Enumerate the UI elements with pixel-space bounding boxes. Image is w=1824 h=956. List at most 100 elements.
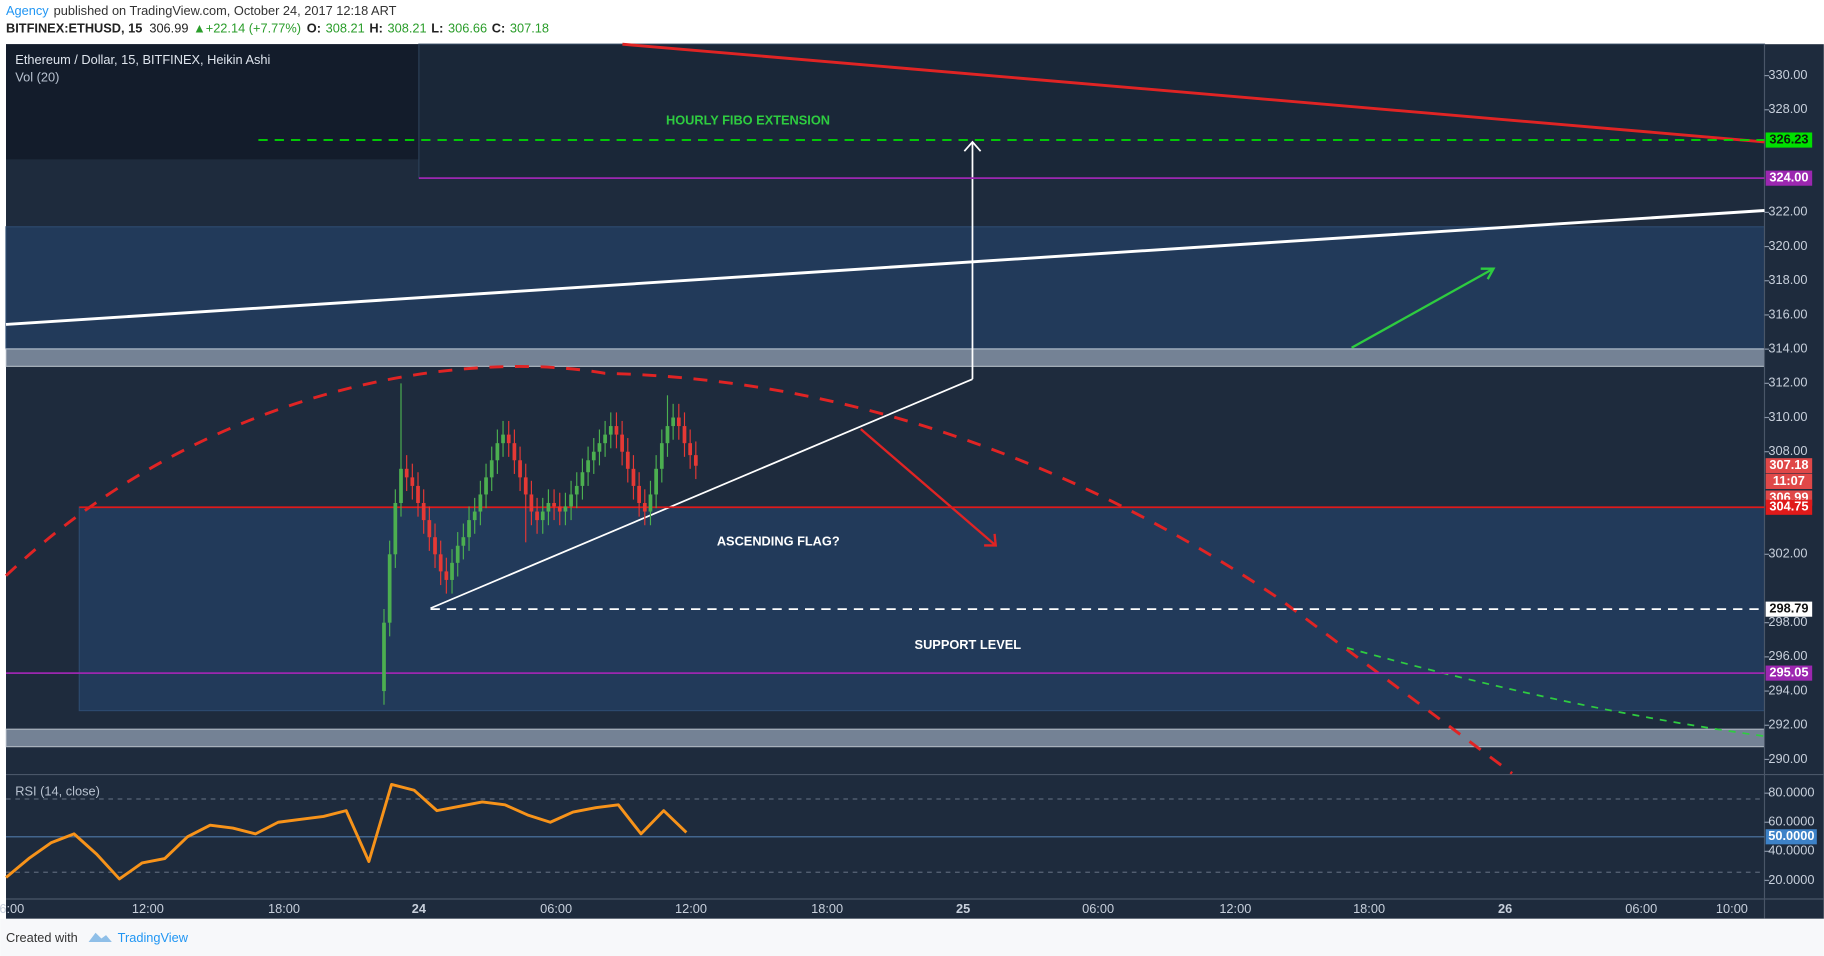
rsi-tick-label: 60.0000 [1768,814,1814,829]
x-tick-label: 6:00 [0,901,24,916]
price-label-box [1765,132,1813,148]
flag-line [430,378,973,610]
x-tick-label: 12:00 [1219,901,1251,916]
candle-body [569,494,573,507]
support-band [5,728,1766,748]
candle-body [688,443,693,456]
candle-body [404,468,409,478]
rsi-title: RSI (14, close) [15,783,100,798]
volume-label: Vol (20) [15,69,59,84]
candle-body [597,443,602,452]
candle-body [399,468,403,504]
candle-body [603,434,607,444]
rsi-line [5,783,688,881]
rsi-level-label: 50.0000 [1768,828,1814,843]
candle-body [659,443,664,469]
candle-body [591,451,596,461]
chart-title: Ethereum / Dollar, 15, BITFINEX, Heikin … [15,52,270,67]
candle-body [382,622,386,692]
x-tick-label: 06:00 [1625,901,1657,916]
candle-body [535,511,539,521]
x-tick-label: 10:00 [1716,901,1748,916]
up-arrow [1351,267,1496,349]
projection [1346,646,1765,738]
candle-body [472,511,477,521]
candle-body [637,485,641,504]
price-label: 295.05 [1769,664,1808,679]
x-tick-label: 18:00 [268,901,300,916]
published: published on TradingView.com, October 24… [54,3,397,18]
x-tick-label: 25 [956,901,970,916]
y-tick-label: 294.00 [1768,682,1807,697]
candle-body [438,554,443,572]
annotation: ASCENDING FLAG? [717,533,840,548]
price-label-box [1765,170,1813,186]
y-tick-label: 308.00 [1768,443,1807,458]
x-tick-label: 12:00 [132,901,164,916]
x-tick-label: 12:00 [675,901,707,916]
y-tick-label: 290.00 [1768,751,1807,766]
price-label: 304.75 [1769,499,1808,514]
y-tick-label: 314.00 [1768,341,1807,356]
y-tick-label: 292.00 [1768,717,1807,732]
candle-body [580,472,585,486]
candle-body [671,417,676,427]
target-arrow [963,140,982,380]
y-tick-label: 318.00 [1768,272,1807,287]
plot-bg [6,44,1765,919]
y-tick-label: 316.00 [1768,306,1807,321]
price-label: 326.23 [1769,131,1808,146]
candle-body [387,554,392,623]
rsi-level-box [1765,829,1817,845]
candle-body [518,460,522,478]
candle-body [478,494,483,512]
zone [5,226,1766,350]
candle-body [693,455,698,466]
countdown-box [1765,473,1813,489]
header-text: H: [369,20,383,35]
x-tick-label: 06:00 [540,901,572,916]
candle-body [540,511,545,521]
candle-body [393,503,398,555]
candle-body [665,426,670,444]
fibo-zone [418,43,1766,179]
header-text: C: [492,20,505,35]
candle-body [450,562,454,580]
header-text: 306.66 [448,20,487,35]
rsi-tick-label: 40.0000 [1768,843,1814,858]
x-tick-label: 26 [1498,901,1512,916]
candle-body [512,443,517,461]
arc [5,365,1513,775]
trend-line [622,42,1765,144]
candle-body [455,545,460,563]
candle-body [489,460,494,478]
annotation: HOURLY FIBO EXTENSION [666,112,830,127]
candle-body [523,477,528,495]
footer-bg [0,918,1824,956]
candle-body [586,460,590,473]
price-label-box [1765,499,1813,515]
candle-body [484,477,488,495]
candle-body [495,443,500,461]
price-label-box [1765,601,1813,617]
x-tick-label: 06:00 [1082,901,1114,916]
candle-body [410,477,415,486]
price-label-box [1765,458,1813,474]
candle-body [461,537,466,546]
header-text: ▲+22.14 (+7.77%) [193,20,301,35]
candle-body [546,503,551,512]
header-text: BITFINEX:ETHUSD, 15 [6,20,142,35]
trend-line [5,209,1765,326]
candle-body [625,451,630,469]
publisher[interactable]: Agency [6,3,49,18]
resistance-band [5,348,1766,367]
logo[interactable] [88,932,112,943]
y-tick-label: 298.00 [1768,614,1807,629]
price-label: 298.79 [1769,601,1808,616]
candle-body [620,434,624,452]
x-tick-label: 18:00 [811,901,843,916]
price-label: 307.18 [1769,457,1808,472]
footer-brand[interactable]: TradingView [118,930,189,945]
